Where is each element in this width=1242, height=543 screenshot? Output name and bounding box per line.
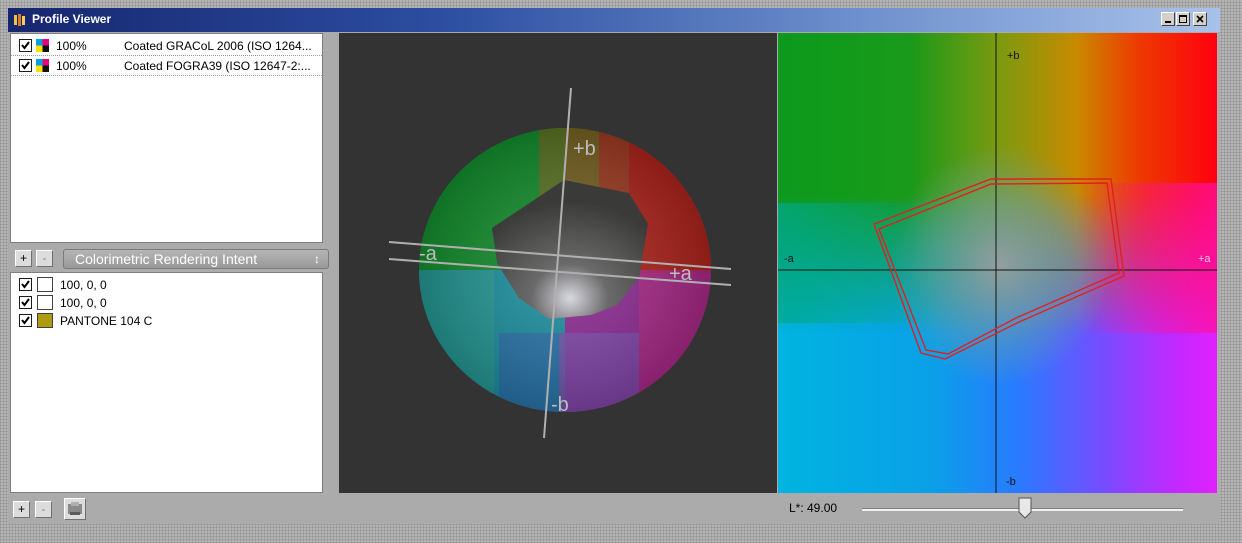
profile-row[interactable]: 100% Coated GRACoL 2006 (ISO 1264...: [11, 36, 322, 56]
axis-label-plus-b: +b: [1007, 50, 1020, 62]
add-sample-button[interactable]: +: [15, 250, 32, 267]
gamut-outline-fogra39: [878, 182, 1120, 355]
profile-viewer-window: Profile Viewer 100% Coated GRACoL 2006 (…: [8, 8, 1220, 523]
profile-name: Coated FOGRA39 (ISO 12647-2:...: [124, 59, 311, 73]
axis-label-plus-a: +a: [669, 263, 693, 285]
axes-2d: [778, 33, 1217, 493]
maximize-icon: [1179, 15, 1187, 23]
axis-label-minus-a: -a: [784, 253, 795, 265]
lightness-label: L*: 49.00: [789, 501, 838, 515]
samples-toolbar: + - Colorimetric Rendering Intent ↕: [10, 245, 329, 271]
minimize-icon: [1165, 21, 1171, 23]
profile-list[interactable]: 100% Coated GRACoL 2006 (ISO 1264... 100…: [10, 33, 323, 243]
gamut-solid: [492, 180, 648, 319]
profile-percent: 100%: [56, 59, 87, 73]
sample-checkbox[interactable]: [19, 296, 32, 309]
profile-viewer-app-icon: [14, 14, 25, 26]
sample-swatch[interactable]: [37, 295, 53, 310]
extract-icon: [68, 502, 82, 515]
sample-row[interactable]: 100, 0, 0: [11, 276, 322, 294]
checkmark-icon: [21, 280, 30, 289]
axes-3d: [388, 87, 732, 439]
gamut-3d-view[interactable]: +b -b -a +a: [339, 33, 777, 493]
profile-row[interactable]: 100% Coated FOGRA39 (ISO 12647-2:...: [11, 56, 322, 76]
cmyk-profile-icon: [36, 59, 49, 72]
close-button[interactable]: [1193, 12, 1207, 26]
sample-label: PANTONE 104 C: [60, 314, 153, 328]
slider-thumb[interactable]: [1018, 497, 1032, 519]
remove-profile-button[interactable]: -: [35, 501, 52, 518]
sample-checkbox[interactable]: [19, 314, 32, 327]
cmyk-profile-icon: [36, 39, 49, 52]
sample-row[interactable]: PANTONE 104 C: [11, 312, 322, 330]
axis-label-plus-b: +b: [573, 138, 596, 160]
sample-row[interactable]: 100, 0, 0: [11, 294, 322, 312]
minimize-button[interactable]: [1161, 12, 1175, 26]
lightness-slider[interactable]: [862, 496, 1187, 520]
profile-name: Coated GRACoL 2006 (ISO 1264...: [124, 39, 312, 53]
profile-checkbox[interactable]: [19, 59, 32, 72]
gamut-outlines: [873, 178, 1125, 360]
ab-slice-view[interactable]: +b -b -a +a: [778, 33, 1217, 493]
axis-label-minus-b: -b: [1006, 476, 1016, 488]
bottom-toolbar: + - L*: 49.00: [8, 493, 1220, 523]
sample-list[interactable]: 100, 0, 0 100, 0, 0 PANTONE 104 C: [10, 272, 323, 493]
window-title: Profile Viewer: [32, 12, 112, 26]
sample-swatch[interactable]: [37, 277, 53, 292]
title-bar[interactable]: Profile Viewer: [8, 8, 1220, 32]
sample-swatch[interactable]: [37, 313, 53, 328]
maximize-button[interactable]: [1176, 12, 1190, 26]
checkmark-icon: [21, 61, 30, 70]
checkmark-icon: [21, 316, 30, 325]
checkmark-icon: [21, 298, 30, 307]
axis-label-plus-a: +a: [1198, 253, 1211, 265]
color-field: [778, 33, 1217, 493]
gamut-outline-gracol: [873, 178, 1125, 360]
rendering-intent-select[interactable]: Colorimetric Rendering Intent ↕: [63, 249, 329, 269]
axis-label-minus-b: -b: [551, 394, 569, 416]
axis-label-minus-a: -a: [419, 243, 438, 265]
profile-checkbox[interactable]: [19, 39, 32, 52]
checkmark-icon: [21, 41, 30, 50]
profile-percent: 100%: [56, 39, 87, 53]
sample-label: 100, 0, 0: [60, 278, 107, 292]
remove-sample-button[interactable]: -: [36, 250, 53, 267]
sample-label: 100, 0, 0: [60, 296, 107, 310]
extract-profile-button[interactable]: [64, 498, 86, 520]
select-arrows-icon: ↕: [314, 252, 320, 266]
add-profile-button[interactable]: +: [13, 501, 30, 518]
rendering-intent-value: Colorimetric Rendering Intent: [75, 251, 258, 267]
sample-checkbox[interactable]: [19, 278, 32, 291]
close-icon: [1196, 15, 1204, 23]
